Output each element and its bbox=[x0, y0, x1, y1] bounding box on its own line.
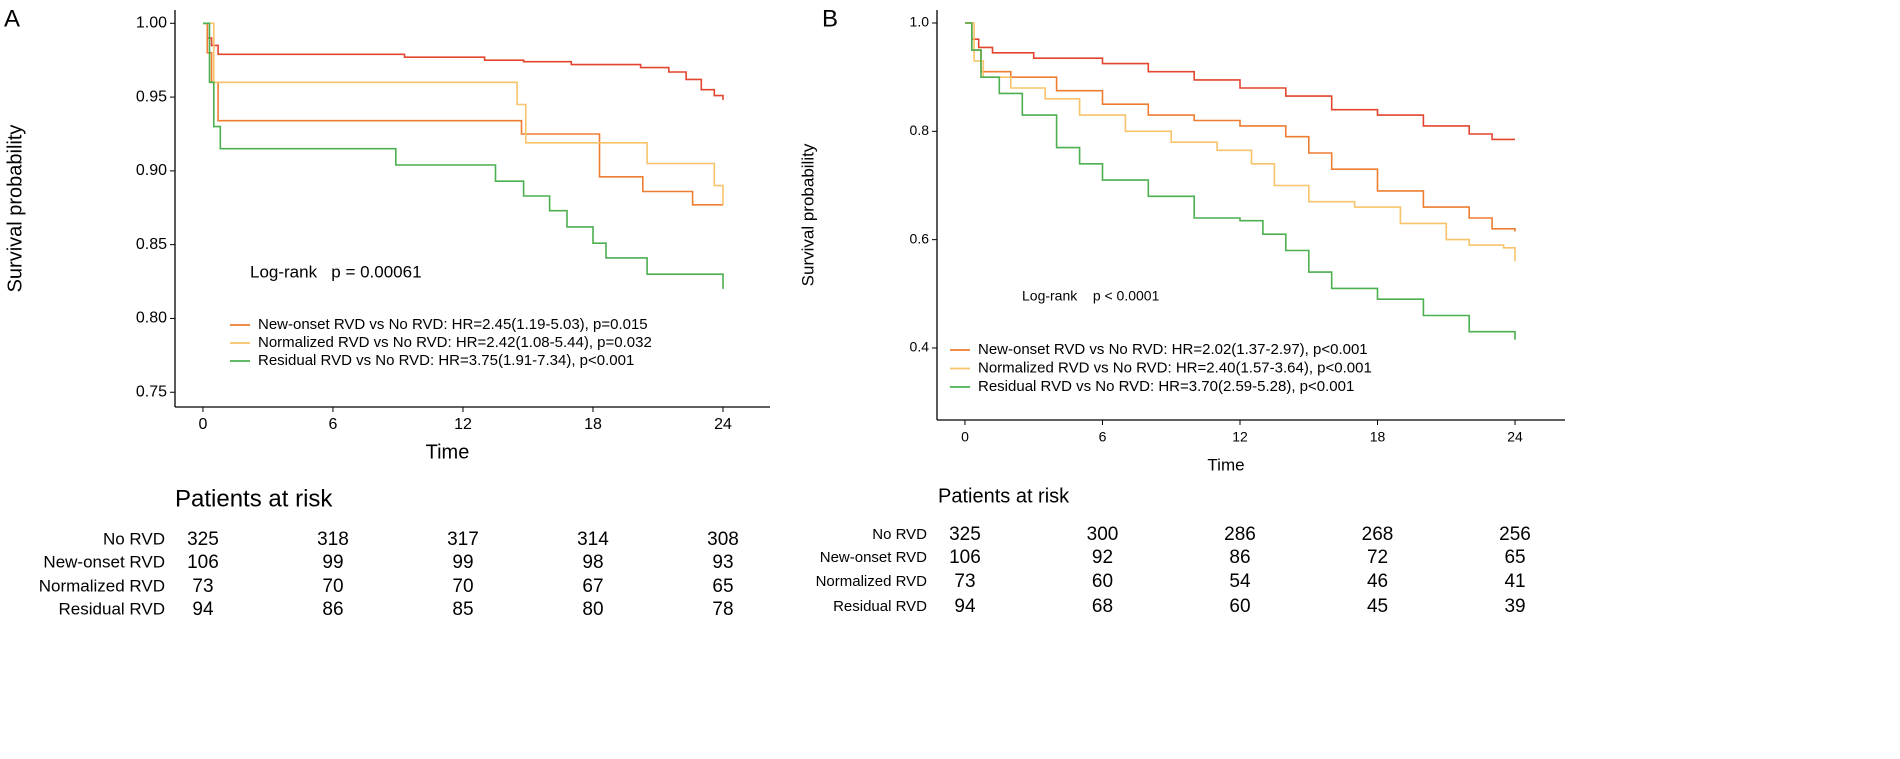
y-tick-label: 1.00 bbox=[136, 15, 167, 32]
x-tick-label: 12 bbox=[1232, 429, 1248, 445]
survival-curve bbox=[203, 22, 724, 100]
x-tick-label: 12 bbox=[454, 416, 472, 433]
x-tick-label: 6 bbox=[1099, 429, 1107, 445]
risk-count: 94 bbox=[192, 599, 214, 620]
y-tick-label: 0.4 bbox=[910, 339, 930, 355]
risk-count: 93 bbox=[712, 552, 733, 573]
x-tick-label: 6 bbox=[329, 416, 338, 433]
x-axis-label: Time bbox=[426, 441, 470, 463]
risk-count: 67 bbox=[582, 576, 603, 597]
risk-count: 78 bbox=[712, 599, 733, 620]
risk-row-label: New-onset RVD bbox=[820, 549, 927, 566]
risk-count: 286 bbox=[1224, 524, 1256, 545]
y-axis-label: Survival probability bbox=[4, 125, 26, 293]
risk-count: 268 bbox=[1362, 524, 1394, 545]
risk-count: 86 bbox=[1229, 547, 1250, 568]
annotation: Log-rank p < 0.0001 bbox=[1022, 288, 1160, 304]
survival-curve bbox=[203, 22, 723, 206]
panel-label: A bbox=[4, 5, 20, 32]
risk-count: 39 bbox=[1504, 596, 1525, 617]
risk-table-title: Patients at risk bbox=[938, 485, 1070, 507]
risk-count: 46 bbox=[1367, 571, 1388, 592]
risk-count: 60 bbox=[1092, 571, 1113, 592]
y-tick-label: 0.85 bbox=[136, 236, 167, 253]
risk-count: 325 bbox=[187, 529, 219, 550]
risk-count: 86 bbox=[322, 599, 343, 620]
y-tick-label: 0.75 bbox=[136, 383, 167, 400]
y-tick-label: 0.90 bbox=[136, 162, 167, 179]
risk-count: 308 bbox=[707, 529, 739, 550]
risk-count: 73 bbox=[192, 576, 213, 597]
risk-count: 99 bbox=[322, 552, 343, 573]
risk-count: 256 bbox=[1499, 524, 1531, 545]
annotation: Log-rank p = 0.00061 bbox=[250, 262, 422, 281]
risk-count: 80 bbox=[582, 599, 603, 620]
y-axis-label: Survival probability bbox=[798, 143, 817, 286]
risk-count: 92 bbox=[1092, 547, 1113, 568]
risk-count: 68 bbox=[1092, 596, 1113, 617]
survival-curve bbox=[203, 22, 724, 205]
risk-count: 45 bbox=[1367, 596, 1388, 617]
x-tick-label: 18 bbox=[1370, 429, 1386, 445]
survival-curve bbox=[965, 22, 1516, 262]
risk-count: 318 bbox=[317, 529, 349, 550]
risk-count: 72 bbox=[1367, 547, 1388, 568]
survival-curve bbox=[203, 22, 724, 289]
legend-label: Residual RVD vs No RVD: HR=3.70(2.59-5.2… bbox=[978, 378, 1354, 395]
risk-count: 314 bbox=[577, 529, 609, 550]
x-tick-label: 0 bbox=[961, 429, 969, 445]
risk-row-label: Residual RVD bbox=[833, 598, 927, 615]
risk-count: 325 bbox=[949, 524, 981, 545]
risk-row-label: New-onset RVD bbox=[43, 552, 165, 571]
legend-label: Normalized RVD vs No RVD: HR=2.40(1.57-3… bbox=[978, 359, 1372, 376]
risk-row-label: Normalized RVD bbox=[816, 573, 928, 590]
risk-count: 85 bbox=[452, 599, 473, 620]
risk-row-label: Residual RVD bbox=[59, 599, 165, 618]
risk-count: 60 bbox=[1229, 596, 1250, 617]
x-axis-label: Time bbox=[1207, 455, 1244, 474]
risk-count: 65 bbox=[1504, 547, 1525, 568]
risk-count: 317 bbox=[447, 529, 479, 550]
y-tick-label: 0.6 bbox=[910, 230, 930, 246]
risk-row-label: No RVD bbox=[872, 526, 927, 543]
survival-curve bbox=[965, 22, 1516, 340]
risk-count: 54 bbox=[1229, 571, 1251, 592]
risk-row-label: Normalized RVD bbox=[39, 576, 165, 595]
risk-count: 94 bbox=[954, 596, 976, 617]
x-tick-label: 24 bbox=[714, 416, 732, 433]
legend-label: New-onset RVD vs No RVD: HR=2.45(1.19-5.… bbox=[258, 316, 648, 333]
survival-curve bbox=[965, 22, 1516, 232]
risk-count: 65 bbox=[712, 576, 733, 597]
risk-count: 41 bbox=[1504, 571, 1525, 592]
risk-count: 98 bbox=[582, 552, 603, 573]
risk-count: 70 bbox=[322, 576, 343, 597]
panel-label: B bbox=[822, 5, 838, 32]
x-tick-label: 24 bbox=[1507, 429, 1523, 445]
y-tick-label: 1.0 bbox=[910, 14, 930, 30]
y-tick-label: 0.95 bbox=[136, 88, 167, 105]
risk-count: 70 bbox=[452, 576, 473, 597]
survival-curve bbox=[965, 22, 1515, 141]
legend-label: Normalized RVD vs No RVD: HR=2.42(1.08-5… bbox=[258, 334, 652, 351]
x-tick-label: 18 bbox=[584, 416, 602, 433]
risk-count: 300 bbox=[1087, 524, 1119, 545]
risk-count: 73 bbox=[954, 571, 975, 592]
risk-count: 106 bbox=[949, 547, 981, 568]
risk-row-label: No RVD bbox=[103, 529, 165, 548]
risk-count: 106 bbox=[187, 552, 219, 573]
y-tick-label: 0.80 bbox=[136, 310, 167, 327]
legend-label: Residual RVD vs No RVD: HR=3.75(1.91-7.3… bbox=[258, 352, 634, 369]
y-tick-label: 0.8 bbox=[910, 122, 930, 138]
x-tick-label: 0 bbox=[198, 416, 207, 433]
legend-label: New-onset RVD vs No RVD: HR=2.02(1.37-2.… bbox=[978, 341, 1368, 358]
risk-table-title: Patients at risk bbox=[175, 485, 333, 512]
risk-count: 99 bbox=[452, 552, 473, 573]
